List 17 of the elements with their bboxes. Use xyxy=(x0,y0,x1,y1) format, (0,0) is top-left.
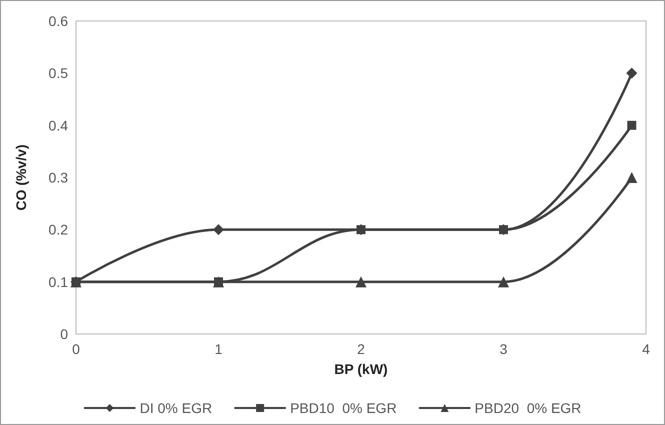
y-tick-label: 0 xyxy=(60,326,68,342)
x-tick-label: 4 xyxy=(642,341,650,357)
legend-label: PBD10 0% EGR xyxy=(290,400,397,416)
legend-label: DI 0% EGR xyxy=(140,400,212,416)
y-tick-label: 0.1 xyxy=(48,274,68,290)
y-tick-label: 0.3 xyxy=(48,170,68,186)
y-axis-title: CO (%v/v) xyxy=(13,144,29,211)
y-tick-label: 0.6 xyxy=(48,13,68,29)
legend-label: PBD20 0% EGR xyxy=(474,400,582,416)
x-axis-title: BP (kW) xyxy=(334,361,388,377)
x-tick-label: 2 xyxy=(357,341,366,357)
x-tick-label: 1 xyxy=(214,341,223,357)
x-tick-label: 3 xyxy=(500,341,508,357)
y-tick-label: 0.5 xyxy=(48,65,68,82)
y-tick-label: 0.4 xyxy=(48,117,68,134)
x-tick-label: 0 xyxy=(72,341,80,357)
y-tick-label: 0.2 xyxy=(48,222,68,238)
